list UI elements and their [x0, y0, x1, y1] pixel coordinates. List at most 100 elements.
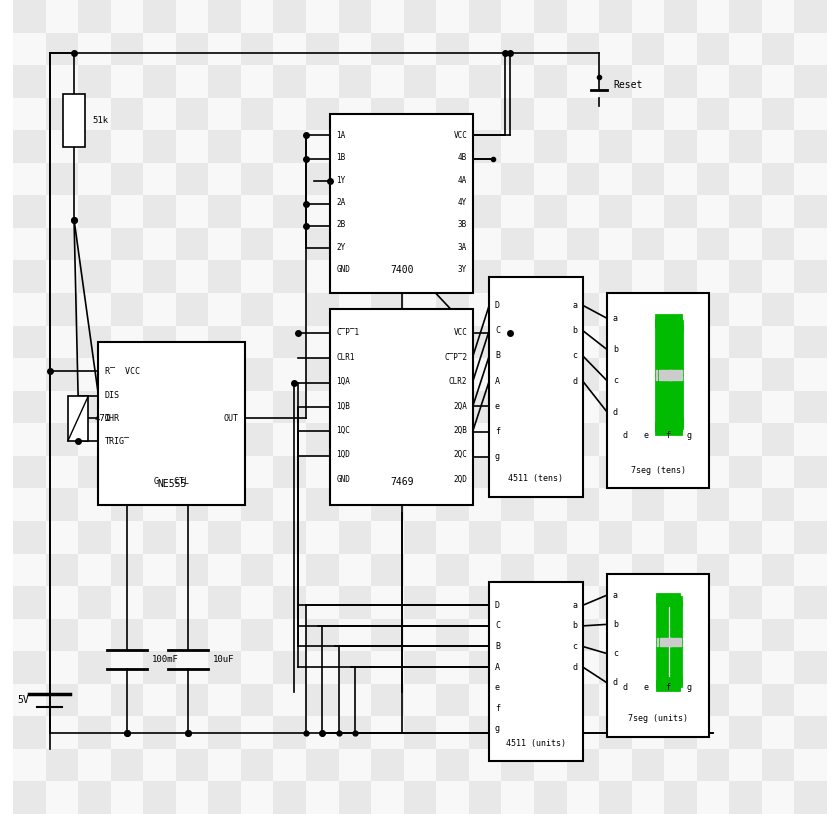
Bar — [599, 293, 632, 326]
Bar — [339, 33, 371, 65]
Bar — [111, 228, 144, 260]
Bar — [599, 260, 632, 293]
Bar — [274, 98, 306, 130]
Bar — [599, 749, 632, 781]
Bar — [176, 749, 208, 781]
Bar — [45, 98, 78, 130]
Bar — [729, 749, 762, 781]
Bar — [13, 684, 45, 716]
Text: d: d — [572, 377, 577, 386]
Bar — [729, 716, 762, 749]
Bar — [762, 619, 795, 651]
Text: VCC: VCC — [454, 328, 467, 337]
Bar — [795, 619, 827, 651]
Bar — [657, 681, 680, 690]
Bar — [501, 358, 534, 391]
Bar — [436, 391, 469, 423]
Bar — [534, 228, 566, 260]
Bar — [673, 375, 682, 425]
Bar — [274, 423, 306, 456]
Bar — [78, 33, 111, 65]
Bar — [501, 684, 534, 716]
Bar — [566, 65, 599, 98]
Bar — [696, 554, 729, 586]
Text: 2QC: 2QC — [454, 450, 467, 459]
Bar — [795, 65, 827, 98]
Bar — [404, 130, 436, 163]
Bar — [827, 651, 840, 684]
Bar — [762, 0, 795, 33]
Bar — [339, 586, 371, 619]
Bar — [274, 228, 306, 260]
Text: B: B — [495, 352, 500, 361]
Bar — [632, 651, 664, 684]
Bar — [339, 749, 371, 781]
Bar — [404, 65, 436, 98]
Bar — [827, 586, 840, 619]
Bar — [241, 293, 274, 326]
Bar — [241, 521, 274, 554]
Text: f: f — [495, 427, 500, 436]
Bar — [404, 260, 436, 293]
Bar — [729, 423, 762, 456]
Text: 1QD: 1QD — [336, 450, 350, 459]
Bar — [339, 65, 371, 98]
Bar — [13, 391, 45, 423]
Text: a: a — [613, 590, 618, 600]
Bar — [208, 130, 241, 163]
Bar — [241, 684, 274, 716]
Bar — [436, 781, 469, 814]
Bar — [696, 195, 729, 228]
Bar — [566, 651, 599, 684]
Bar — [659, 638, 681, 646]
Bar — [208, 521, 241, 554]
Bar — [664, 619, 696, 651]
Bar — [599, 228, 632, 260]
Bar — [469, 195, 501, 228]
Bar — [566, 326, 599, 358]
Bar — [371, 98, 404, 130]
Bar — [306, 0, 339, 33]
Bar — [827, 781, 840, 814]
Bar — [469, 586, 501, 619]
Bar — [339, 423, 371, 456]
Bar — [144, 521, 176, 554]
Bar — [534, 586, 566, 619]
Bar — [659, 321, 682, 330]
Bar — [78, 358, 111, 391]
Bar — [566, 391, 599, 423]
Bar — [371, 651, 404, 684]
Text: A: A — [495, 377, 500, 386]
Bar — [111, 488, 144, 521]
Bar — [729, 456, 762, 488]
Bar — [696, 326, 729, 358]
Bar — [762, 554, 795, 586]
Bar — [306, 781, 339, 814]
Bar — [566, 456, 599, 488]
Bar — [436, 651, 469, 684]
Bar — [501, 260, 534, 293]
Bar — [632, 781, 664, 814]
Bar — [729, 781, 762, 814]
Bar — [371, 391, 404, 423]
Bar — [659, 370, 682, 380]
Bar — [729, 521, 762, 554]
Bar — [144, 358, 176, 391]
Bar — [607, 293, 709, 488]
Bar — [827, 619, 840, 651]
Bar — [371, 749, 404, 781]
Bar — [501, 488, 534, 521]
Bar — [241, 326, 274, 358]
Bar — [144, 586, 176, 619]
Bar — [501, 65, 534, 98]
Text: GND: GND — [336, 265, 350, 274]
Bar — [241, 195, 274, 228]
Bar — [664, 163, 696, 195]
Bar — [566, 619, 599, 651]
Bar — [404, 98, 436, 130]
Text: 4511 (tens): 4511 (tens) — [508, 474, 564, 484]
Bar — [241, 586, 274, 619]
Bar — [45, 33, 78, 65]
Text: CLR2: CLR2 — [449, 377, 467, 386]
Bar — [827, 0, 840, 33]
